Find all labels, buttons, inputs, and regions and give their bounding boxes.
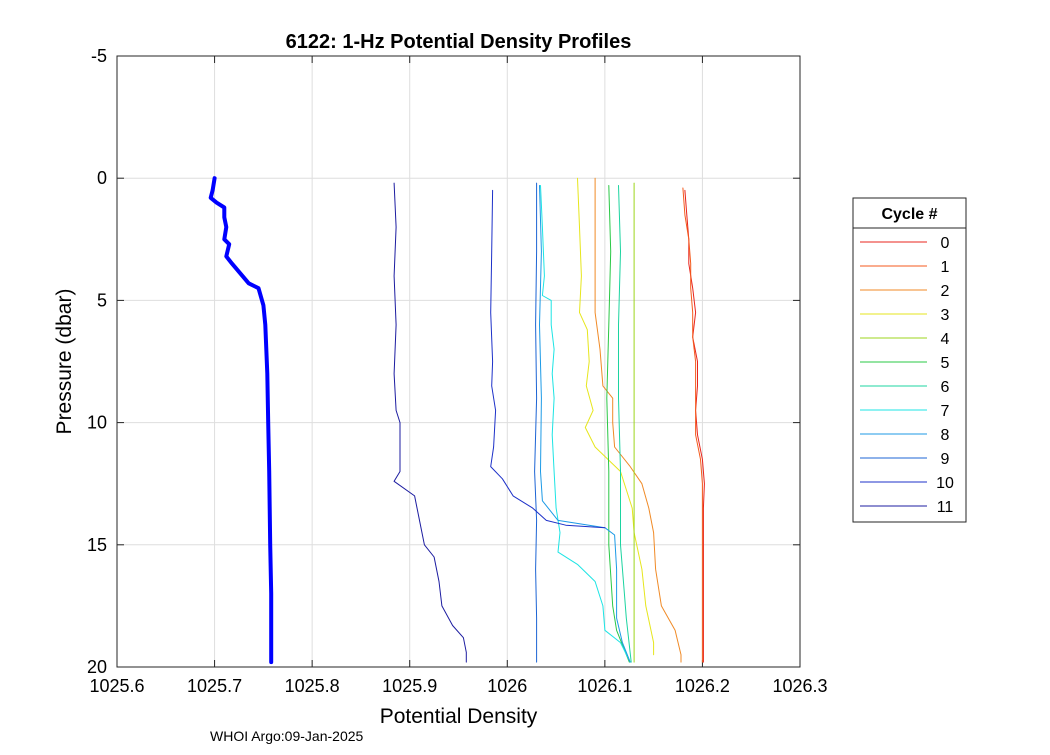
chart-title: 6122: 1-Hz Potential Density Profiles	[286, 31, 632, 53]
y-tick-label: 0	[97, 168, 107, 188]
y-tick-label: 5	[97, 290, 107, 310]
series-line-cycle-11	[393, 182, 467, 663]
y-axis-label: Pressure (dbar)	[53, 289, 76, 435]
legend-label: 3	[941, 307, 950, 324]
x-tick-label: 1026	[487, 676, 527, 696]
legend-label: 2	[941, 283, 950, 300]
legend-label: 5	[941, 355, 950, 372]
y-tick-label: 15	[87, 535, 107, 555]
legend-label: 6	[941, 379, 950, 396]
x-axis-label: Potential Density	[380, 705, 538, 728]
series-line-current-profile	[208, 176, 274, 665]
series-layer	[208, 176, 705, 665]
series-line-cycle-6	[618, 185, 632, 663]
y-tick-label: 20	[87, 657, 107, 677]
legend-label: 4	[941, 331, 950, 348]
legend-label: 1	[941, 259, 950, 276]
legend-label: 7	[941, 403, 950, 420]
x-tick-label: 1026.2	[675, 676, 730, 696]
series-line-cycle-5	[606, 185, 630, 663]
x-tick-label: 1026.1	[577, 676, 632, 696]
x-tick-label: 1025.9	[382, 676, 437, 696]
y-tick-label: -5	[91, 46, 107, 66]
x-tick-label: 1025.7	[187, 676, 242, 696]
legend-box	[852, 197, 967, 523]
y-tick-label: 10	[87, 413, 107, 433]
footer-stamp: WHOI Argo:09-Jan-2025	[210, 728, 364, 744]
legend-label: 9	[941, 451, 950, 468]
x-tick-label: 1025.6	[89, 676, 144, 696]
tick-layer: 1025.6 1025.7 1025.8 1025.9 1026 1026.1 1026.2…	[87, 46, 828, 696]
legend: Cycle # 0 1 2 3 4 5 6 7 8 9 10 11	[852, 197, 967, 523]
series-line-cycle-2	[594, 177, 682, 663]
series-line-cycle-8	[539, 185, 631, 663]
series-line-cycle-0	[684, 189, 705, 663]
x-tick-label: 1025.8	[285, 676, 340, 696]
series-line-cycle-10	[490, 189, 606, 529]
plot-frame	[116, 55, 801, 668]
legend-title: Cycle #	[881, 206, 937, 223]
legend-label: 0	[941, 235, 950, 252]
x-tick-label: 1026.3	[772, 676, 827, 696]
legend-label: 8	[941, 427, 950, 444]
series-line-cycle-3	[577, 177, 655, 656]
legend-entries: 0 1 2 3 4 5 6 7 8 9 10 11	[860, 235, 954, 516]
series-line-cycle-9	[534, 182, 538, 663]
series-line-cycle-7	[540, 185, 631, 663]
series-line-cycle-1	[682, 187, 703, 663]
legend-label: 10	[936, 475, 954, 492]
legend-label: 11	[937, 499, 954, 516]
